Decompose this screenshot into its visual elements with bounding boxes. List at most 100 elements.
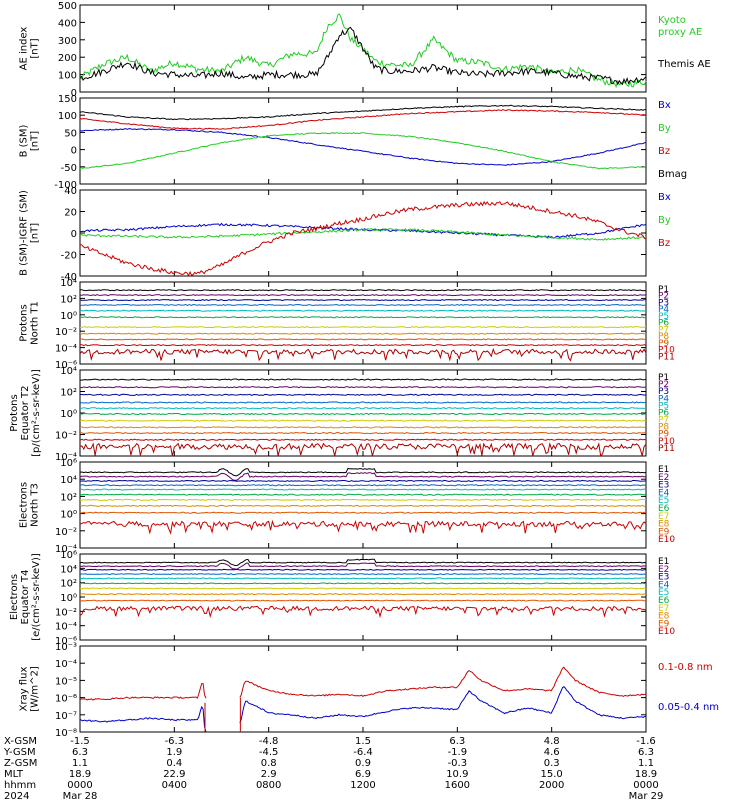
legend-entry: E9	[658, 527, 670, 537]
x-axis-row-label: hhmm	[4, 780, 36, 791]
x-axis-value: -1.9	[448, 747, 468, 758]
series-line-e3	[79, 479, 647, 482]
x-axis-value: 18.9	[69, 769, 91, 780]
y-tick-label: 100	[58, 111, 77, 122]
y-axis-label: [nT]	[30, 223, 41, 243]
y-tick-label: 50	[64, 128, 77, 139]
y-tick-label: 10⁻²	[55, 607, 77, 618]
panel-xray: 10⁻⁸ 10⁻⁷ 10⁻⁶ 10⁻⁵ 10⁻⁴ 10⁻³ Xray flux [W/m^2]…	[19, 642, 720, 739]
legend-entry: E4	[658, 488, 670, 498]
y-tick-label: 10⁴	[60, 366, 77, 377]
series-line-bx	[79, 222, 647, 239]
x-axis-value: -1.6	[636, 736, 656, 747]
x-axis-value: 2.9	[261, 769, 277, 780]
legend-entry: P6	[658, 408, 669, 418]
panel-frame	[79, 369, 647, 457]
y-axis-label: Protons	[9, 394, 20, 431]
legend-entry: P8	[658, 423, 669, 433]
y-tick-label: 300	[58, 36, 77, 47]
y-axis-label: North T1	[30, 301, 41, 345]
y-axis-label: B (SM)	[19, 124, 30, 157]
y-tick-label: 10⁻⁴	[55, 622, 77, 633]
x-axis-value: -4.8	[259, 736, 279, 747]
y-axis-label: B (SM)-IGRF (SM)	[19, 190, 30, 276]
x-axis-value: 1200	[350, 780, 375, 791]
legend-entry: P1	[658, 285, 669, 295]
y-tick-label: 10⁰	[60, 311, 77, 322]
series-line-p2	[79, 294, 646, 297]
y-tick-label: 0	[71, 146, 77, 157]
legend-entry: E3	[658, 481, 669, 491]
x-axis-value: 0000	[67, 780, 92, 791]
y-tick-label: 200	[58, 53, 77, 64]
series-line-e2	[79, 562, 647, 570]
y-tick-label: -100	[54, 180, 77, 191]
legend-entry: P7	[658, 416, 669, 426]
legend-entry: P9	[658, 430, 669, 440]
series-line-p6	[79, 412, 647, 416]
panel-bsm: -100 -50 0 50 100 150 B (SM) [nT] Bx By Bz Bmag	[19, 94, 688, 191]
legend-entry: P11	[658, 352, 675, 362]
series-line-p4	[79, 303, 647, 307]
series-line-e9	[80, 511, 647, 514]
x-axis-value: 6.3	[449, 736, 465, 747]
panel-pnt1: 10⁻⁶ 10⁻⁴ 10⁻² 10⁰ 10² 10⁴ Protons North T1 P1P2…	[19, 278, 676, 371]
legend-entry: P11	[658, 444, 675, 454]
legend-entry: proxy AE	[658, 27, 702, 38]
legend-entry: E5	[658, 496, 669, 506]
series-line-p9	[79, 431, 647, 435]
y-axis-label: Equator T4	[20, 570, 31, 625]
y-axis-label: North T3	[30, 483, 41, 527]
legend-entry: E2	[658, 565, 669, 575]
y-tick-label: 10⁴	[60, 564, 77, 575]
legend-entry: E8	[658, 520, 670, 530]
x-axis-value: -6.3	[165, 736, 185, 747]
y-tick-label: 10⁴	[60, 475, 77, 486]
y-tick-label: 10²	[60, 388, 77, 399]
x-axis-value: 4.6	[544, 747, 560, 758]
y-tick-label: 10²	[60, 492, 77, 503]
x-axis-value: 10.9	[446, 769, 468, 780]
y-tick-label: 10⁻⁶	[55, 636, 77, 647]
y-tick-label: 10⁻²	[55, 527, 77, 538]
series-line-e10	[79, 519, 647, 535]
series-line-p5	[79, 407, 646, 410]
legend-entry: 0.05-0.4 nm	[658, 702, 719, 713]
series-line-p3	[79, 298, 647, 302]
series-line-p7	[79, 326, 647, 329]
series-line-e5	[79, 577, 647, 580]
y-tick-label: 10⁻⁴	[55, 544, 77, 555]
legend-entry: E7	[658, 512, 669, 522]
legend-entry: E6	[658, 504, 670, 514]
y-tick-label: 20	[64, 208, 77, 219]
y-axis-label: [e/(cm²-s-sr-keV)]	[31, 553, 42, 641]
legend-entry: P2	[658, 380, 669, 390]
y-tick-label: 10⁻²	[55, 327, 77, 338]
legend-entry: P4	[658, 305, 669, 315]
series-line-e8	[79, 504, 647, 507]
series-line-by	[79, 132, 647, 170]
series-line-by	[79, 228, 647, 241]
legend-entry: P2	[658, 292, 669, 302]
legend-entry: Bz	[658, 238, 670, 249]
legend-entry: E10	[658, 627, 675, 637]
x-axis-value: 0400	[162, 780, 187, 791]
x-axis-value: -1.5	[70, 736, 90, 747]
x-axis-value: 4.8	[544, 736, 560, 747]
x-axis-value: 1.1	[72, 758, 88, 769]
series-line-p7	[79, 419, 647, 422]
y-axis-label: [p/(cm²-s-sr-keV)]	[31, 369, 42, 457]
panel-eet4: 10⁻⁶ 10⁻⁴ 10⁻² 10⁰ 10² 10⁴ 10⁶ Electrons Equator…	[9, 550, 675, 647]
legend-entry: P8	[658, 332, 669, 342]
y-tick-label: 500	[58, 1, 77, 12]
series-line-e2	[79, 472, 647, 481]
y-axis-label: AE index	[19, 27, 30, 71]
panel-frame	[79, 189, 647, 277]
y-axis-label: Electrons	[9, 574, 20, 620]
y-axis-label: Protons	[19, 304, 30, 341]
legend-entry: P6	[658, 319, 669, 329]
x-axis-value: 0800	[256, 780, 281, 791]
y-tick-label: 0	[71, 229, 77, 240]
